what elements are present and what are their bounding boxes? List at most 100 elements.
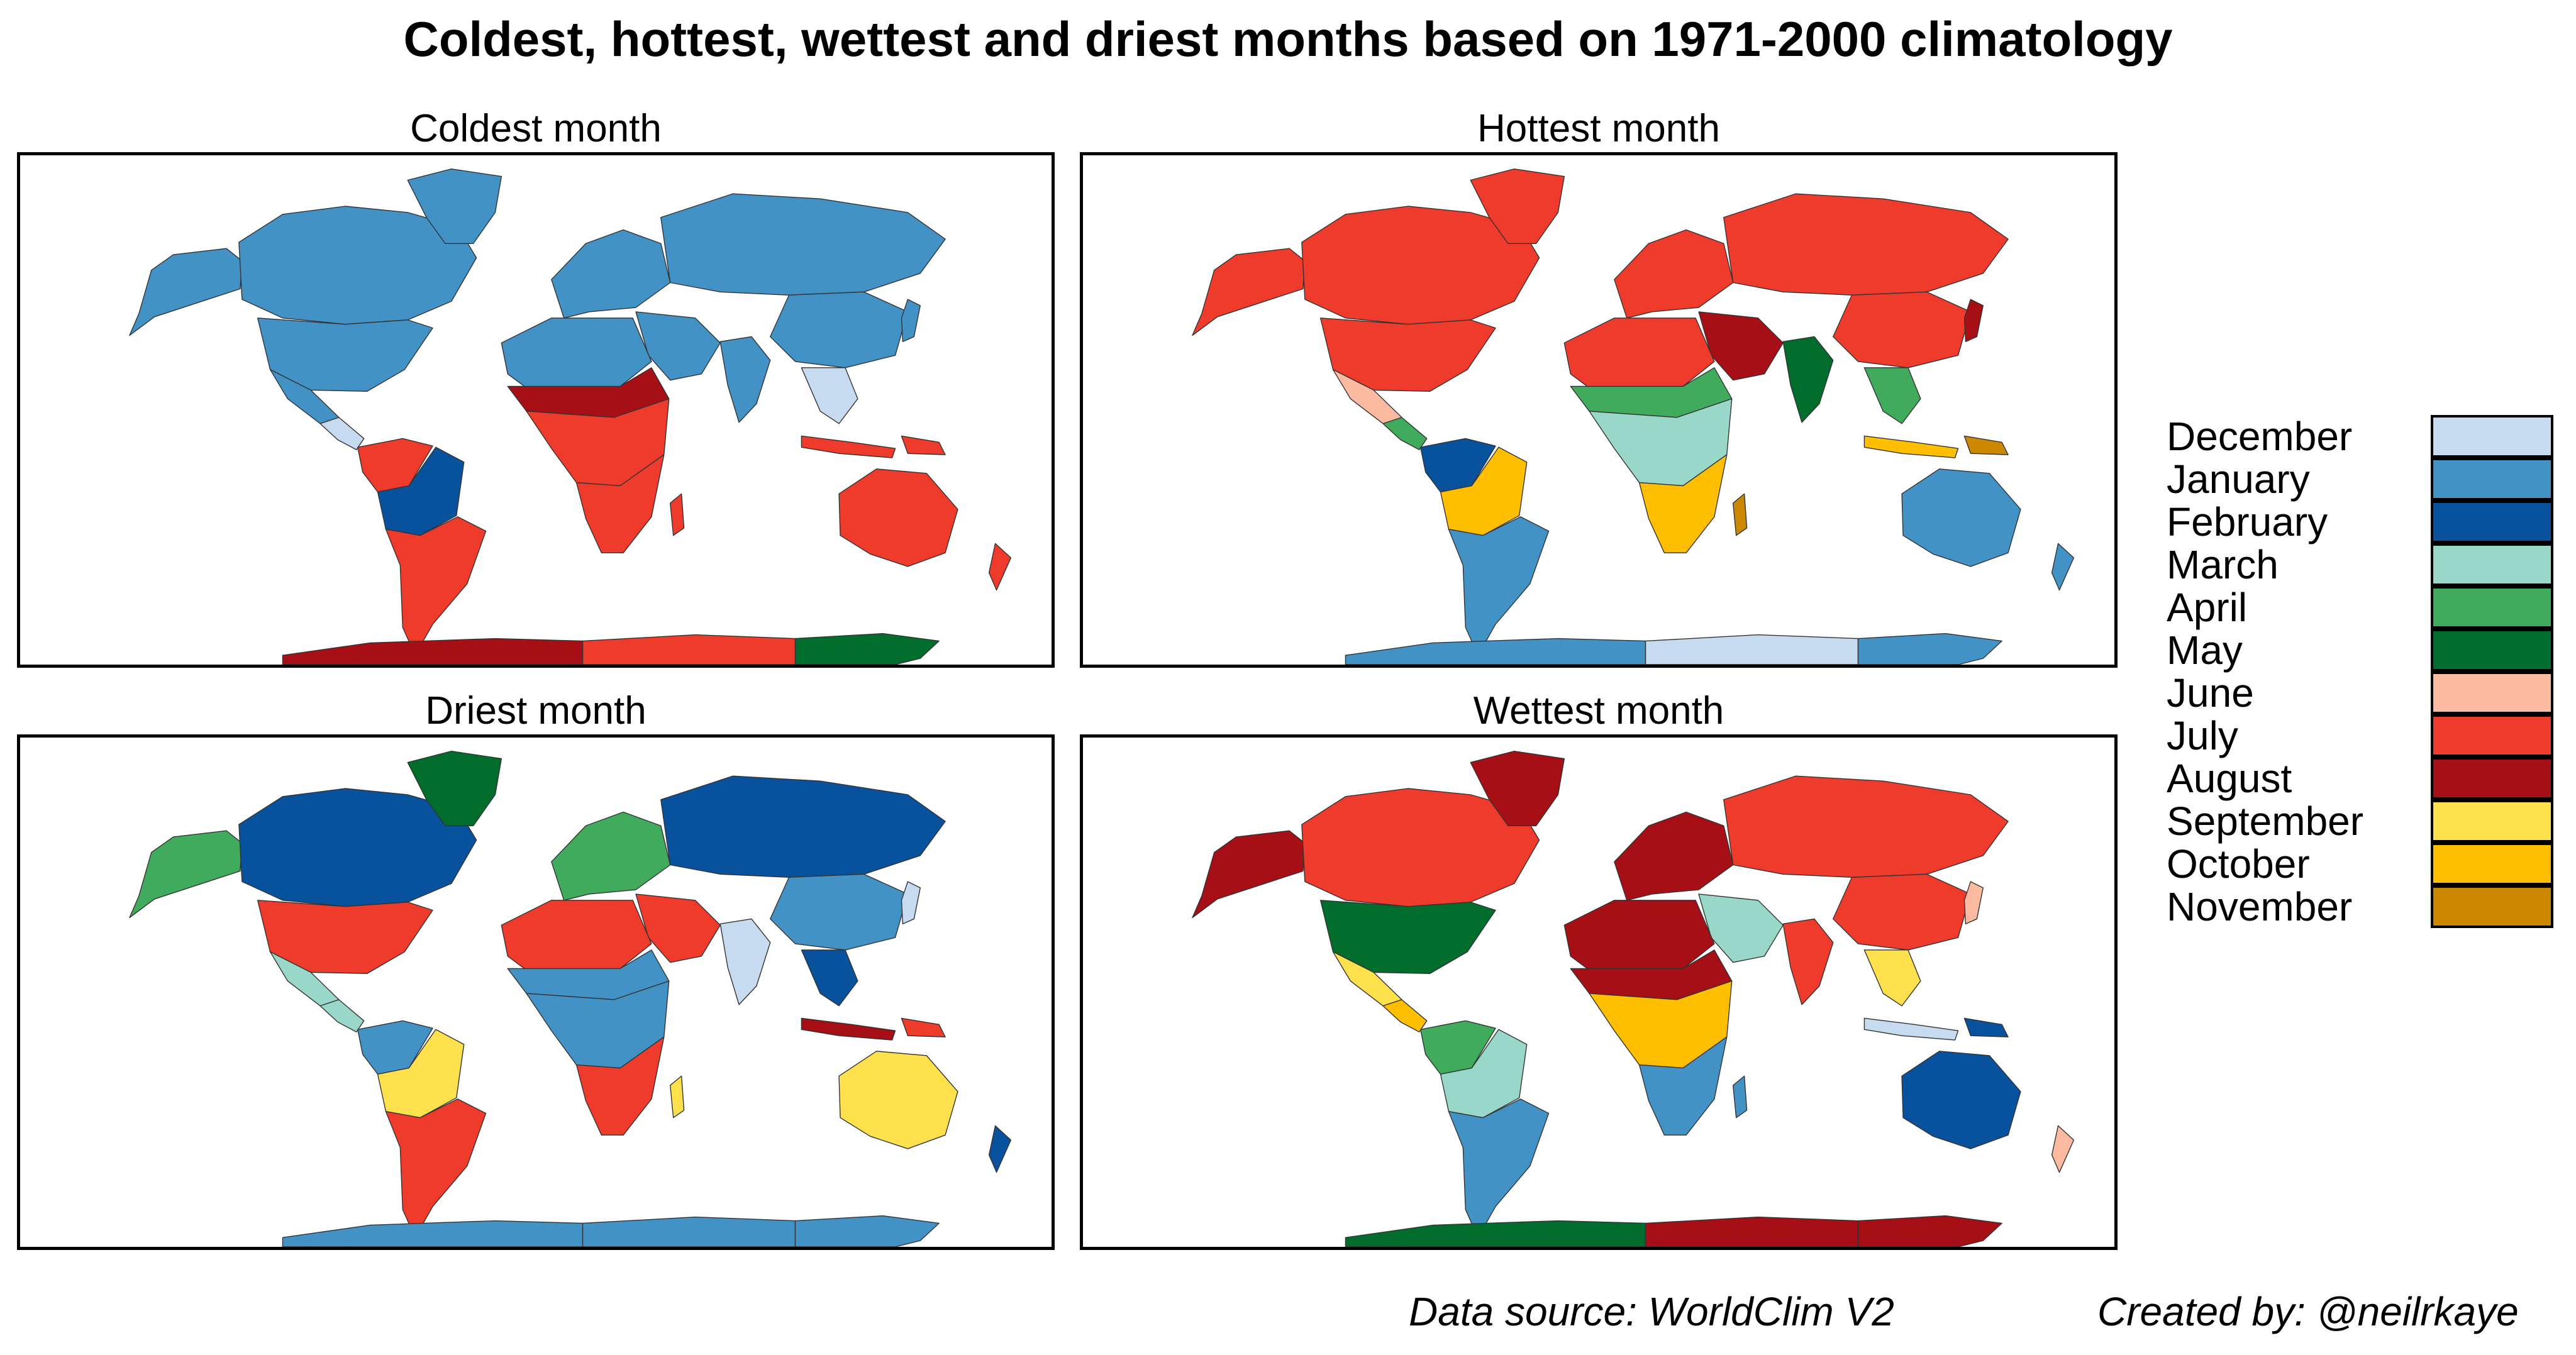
- region-japan: [1963, 299, 1984, 343]
- region-japan: [901, 881, 921, 925]
- region-antarctica-west: [282, 638, 584, 665]
- region-japan: [901, 299, 921, 343]
- region-canada: [1301, 206, 1540, 325]
- panel-title-coldest: Coldest month: [410, 107, 662, 150]
- main-title: Coldest, hottest, wettest and driest mon…: [403, 11, 2173, 67]
- legend-swatch-may: [2431, 629, 2553, 672]
- legend-label-july: July: [2167, 713, 2238, 758]
- region-indonesia: [1863, 435, 1959, 458]
- region-europe: [1614, 229, 1734, 319]
- region-greenland: [407, 169, 502, 244]
- region-russia: [660, 193, 946, 296]
- world-map-wettest: [1192, 751, 2075, 1247]
- legend-swatch-december: [2431, 415, 2553, 458]
- panel-title-driest: Driest month: [425, 689, 647, 733]
- legend-swatch-june: [2431, 672, 2553, 714]
- region-europe: [551, 811, 671, 901]
- region-north-africa: [501, 900, 652, 976]
- region-madagascar: [670, 1075, 685, 1119]
- region-china: [770, 291, 909, 368]
- region-japan: [1963, 881, 1984, 925]
- region-antarctica-west: [282, 1220, 584, 1247]
- map-panel-driest: [17, 734, 1055, 1250]
- region-madagascar: [670, 493, 685, 536]
- region-antarctica-east: [1857, 1215, 2002, 1247]
- region-india: [1782, 336, 1834, 423]
- region-antarctica-west: [1345, 1220, 1646, 1247]
- legend-label-december: December: [2167, 414, 2353, 459]
- region-southern-africa: [1638, 454, 1728, 553]
- legend-swatch-july: [2431, 714, 2553, 757]
- region-south-america: [385, 1098, 487, 1238]
- region-south-america: [1448, 1098, 1550, 1238]
- author-credit: Created by: @neilrkaye: [2097, 1289, 2519, 1334]
- region-central-america: [319, 999, 365, 1032]
- region-china: [1833, 873, 1972, 951]
- region-greenland: [407, 751, 502, 826]
- legend-label-april: April: [2167, 585, 2248, 630]
- legend-swatch-february: [2431, 501, 2553, 543]
- region-europe: [551, 229, 671, 319]
- legend-label-november: November: [2167, 884, 2353, 929]
- legend-label-march: March: [2167, 542, 2279, 587]
- legend-label-february: February: [2167, 499, 2328, 545]
- region-antarctica-mid: [1645, 1216, 1859, 1247]
- region-new-zealand: [988, 1125, 1012, 1173]
- region-alaska: [1192, 248, 1306, 336]
- legend-swatch-october: [2431, 843, 2553, 885]
- region-new-zealand: [988, 543, 1012, 591]
- legend-swatch-september: [2431, 800, 2553, 843]
- region-australia: [838, 468, 958, 567]
- region-canada: [238, 788, 477, 907]
- region-alaska: [129, 830, 243, 919]
- region-antarctica-mid: [582, 634, 796, 665]
- region-indonesia: [1863, 1017, 1959, 1041]
- region-antarctica-east: [794, 1215, 940, 1247]
- region-southern-africa: [1638, 1036, 1728, 1136]
- region-alaska: [1192, 830, 1306, 919]
- region-southeast-asia: [801, 949, 858, 1007]
- region-antarctica-mid: [582, 1216, 796, 1247]
- region-antarctica-west: [1345, 638, 1646, 665]
- region-new-guinea: [901, 1017, 946, 1037]
- legend-swatch-november: [2431, 885, 2553, 928]
- legend-label-january: January: [2167, 456, 2310, 502]
- panel-title-hottest: Hottest month: [1477, 107, 1720, 150]
- region-russia: [1723, 193, 2009, 296]
- region-australia: [1901, 1051, 2021, 1149]
- region-north-africa: [501, 318, 652, 394]
- region-southeast-asia: [1863, 367, 1921, 424]
- region-southern-africa: [575, 1036, 665, 1136]
- world-map-hottest: [1192, 169, 2075, 665]
- region-canada: [1301, 788, 1540, 907]
- region-southeast-asia: [1863, 949, 1921, 1007]
- region-russia: [660, 775, 946, 878]
- region-antarctica-mid: [1645, 634, 1859, 665]
- map-panel-wettest: [1080, 734, 2118, 1250]
- region-indonesia: [801, 1017, 896, 1041]
- map-panel-hottest: [1080, 152, 2118, 668]
- region-central-america: [1382, 999, 1428, 1032]
- region-australia: [838, 1051, 958, 1149]
- region-india: [719, 918, 771, 1005]
- region-new-zealand: [2051, 543, 2075, 591]
- legend-label-june: June: [2167, 670, 2254, 716]
- region-greenland: [1470, 751, 1565, 826]
- map-panel-coldest: [17, 152, 1055, 668]
- panel-title-wettest: Wettest month: [1473, 689, 1724, 733]
- region-madagascar: [1733, 493, 1748, 536]
- region-north-africa: [1563, 318, 1715, 394]
- region-north-africa: [1563, 900, 1715, 976]
- region-southeast-asia: [801, 367, 858, 424]
- region-india: [719, 336, 771, 423]
- legend-label-october: October: [2167, 841, 2310, 887]
- region-antarctica-east: [1857, 633, 2002, 665]
- region-china: [1833, 291, 1972, 368]
- region-china: [770, 873, 909, 951]
- region-europe: [1614, 811, 1734, 901]
- region-new-zealand: [2051, 1125, 2075, 1173]
- region-south-america: [1448, 516, 1550, 656]
- region-southern-africa: [575, 454, 665, 553]
- data-source-credit: Data source: WorldClim V2: [1409, 1289, 1894, 1334]
- region-south-america: [385, 516, 487, 656]
